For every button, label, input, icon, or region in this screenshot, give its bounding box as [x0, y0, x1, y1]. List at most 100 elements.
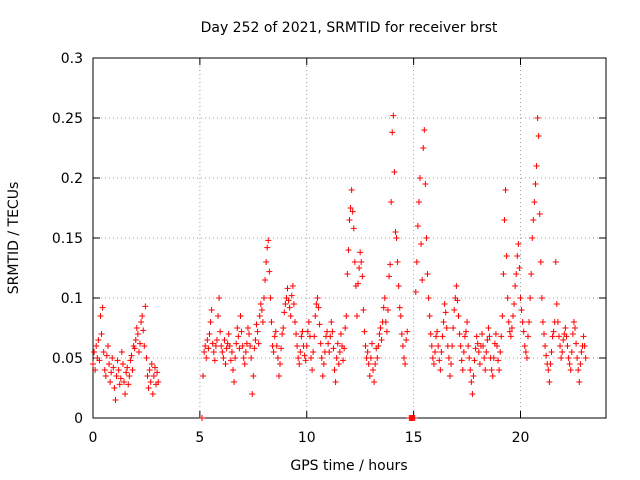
- data-point: [404, 328, 411, 335]
- data-point: [403, 337, 410, 343]
- data-point: [484, 337, 491, 343]
- data-point: [235, 333, 242, 340]
- data-point: [99, 304, 106, 311]
- data-point: [293, 331, 300, 337]
- data-point: [565, 355, 572, 361]
- data-point: [505, 319, 512, 325]
- data-point: [532, 181, 539, 187]
- data-point: [474, 340, 481, 347]
- data-point: [275, 373, 282, 379]
- data-point: [549, 333, 556, 340]
- data-point: [516, 265, 523, 271]
- data-point: [274, 355, 281, 361]
- data-point: [425, 295, 432, 301]
- data-point: [134, 331, 141, 337]
- x-tick-label: 5: [195, 430, 204, 446]
- y-tick-label: 0.15: [52, 231, 83, 247]
- data-point: [438, 349, 445, 355]
- data-point: [367, 355, 374, 361]
- data-point: [125, 381, 132, 388]
- y-tick-label: 0.05: [52, 351, 83, 367]
- data-point: [247, 343, 254, 349]
- data-point: [548, 349, 555, 355]
- y-tick-label: 0.1: [61, 291, 83, 307]
- data-point: [542, 343, 549, 349]
- data-point: [427, 331, 434, 337]
- data-point: [517, 295, 524, 301]
- data-point: [342, 325, 349, 331]
- data-point: [450, 325, 457, 331]
- data-point: [389, 129, 396, 136]
- data-point: [423, 235, 430, 241]
- data-point: [492, 331, 499, 337]
- data-point: [384, 307, 391, 313]
- data-point: [304, 328, 311, 335]
- data-point: [526, 319, 533, 325]
- data-point: [154, 369, 161, 376]
- data-point: [336, 349, 343, 355]
- data-point: [285, 297, 292, 304]
- data-point: [480, 343, 487, 349]
- data-point: [547, 361, 554, 367]
- data-point: [347, 205, 354, 211]
- data-point: [287, 313, 294, 319]
- data-point: [402, 361, 409, 367]
- data-point: [401, 355, 408, 361]
- data-point: [249, 391, 256, 397]
- data-point: [203, 355, 210, 361]
- data-point: [578, 349, 585, 355]
- data-point: [225, 331, 232, 337]
- data-point: [137, 340, 144, 347]
- data-point: [200, 373, 207, 379]
- data-point: [289, 283, 296, 289]
- data-point: [371, 379, 378, 385]
- data-point: [419, 277, 426, 283]
- data-point: [375, 343, 382, 349]
- data-point: [543, 352, 550, 359]
- data-point: [273, 343, 280, 349]
- data-point: [133, 325, 140, 331]
- data-point: [151, 364, 158, 371]
- data-point: [316, 321, 323, 328]
- data-point: [388, 199, 395, 205]
- data-point: [296, 361, 303, 367]
- data-point: [266, 268, 273, 275]
- data-point: [226, 343, 233, 349]
- data-point: [387, 261, 394, 268]
- data-point: [110, 364, 117, 371]
- data-point: [286, 304, 293, 311]
- data-point: [365, 361, 372, 367]
- data-point: [334, 340, 341, 347]
- data-point: [512, 283, 519, 289]
- data-point: [318, 355, 325, 361]
- data-point: [500, 271, 507, 277]
- data-point: [120, 379, 127, 385]
- data-point: [459, 367, 466, 373]
- data-point: [357, 249, 364, 256]
- data-point: [219, 349, 226, 355]
- data-point: [464, 319, 471, 325]
- x-tick-label: 10: [298, 430, 316, 446]
- data-point: [356, 265, 363, 271]
- grid: [93, 58, 606, 418]
- data-point: [146, 367, 153, 373]
- data-point: [97, 313, 104, 319]
- data-point: [439, 333, 446, 340]
- data-point: [530, 217, 537, 223]
- data-point: [503, 253, 510, 259]
- data-point: [569, 331, 576, 337]
- data-point: [353, 313, 360, 319]
- data-point: [498, 333, 505, 340]
- data-point: [460, 349, 467, 355]
- data-point: [440, 319, 447, 325]
- data-point: [490, 355, 497, 361]
- data-point: [340, 357, 347, 364]
- data-point: [142, 303, 149, 310]
- data-point: [314, 295, 321, 301]
- data-point: [207, 319, 214, 325]
- data-point: [258, 307, 265, 313]
- data-point: [557, 343, 564, 349]
- data-point: [220, 355, 227, 361]
- data-point: [515, 241, 522, 247]
